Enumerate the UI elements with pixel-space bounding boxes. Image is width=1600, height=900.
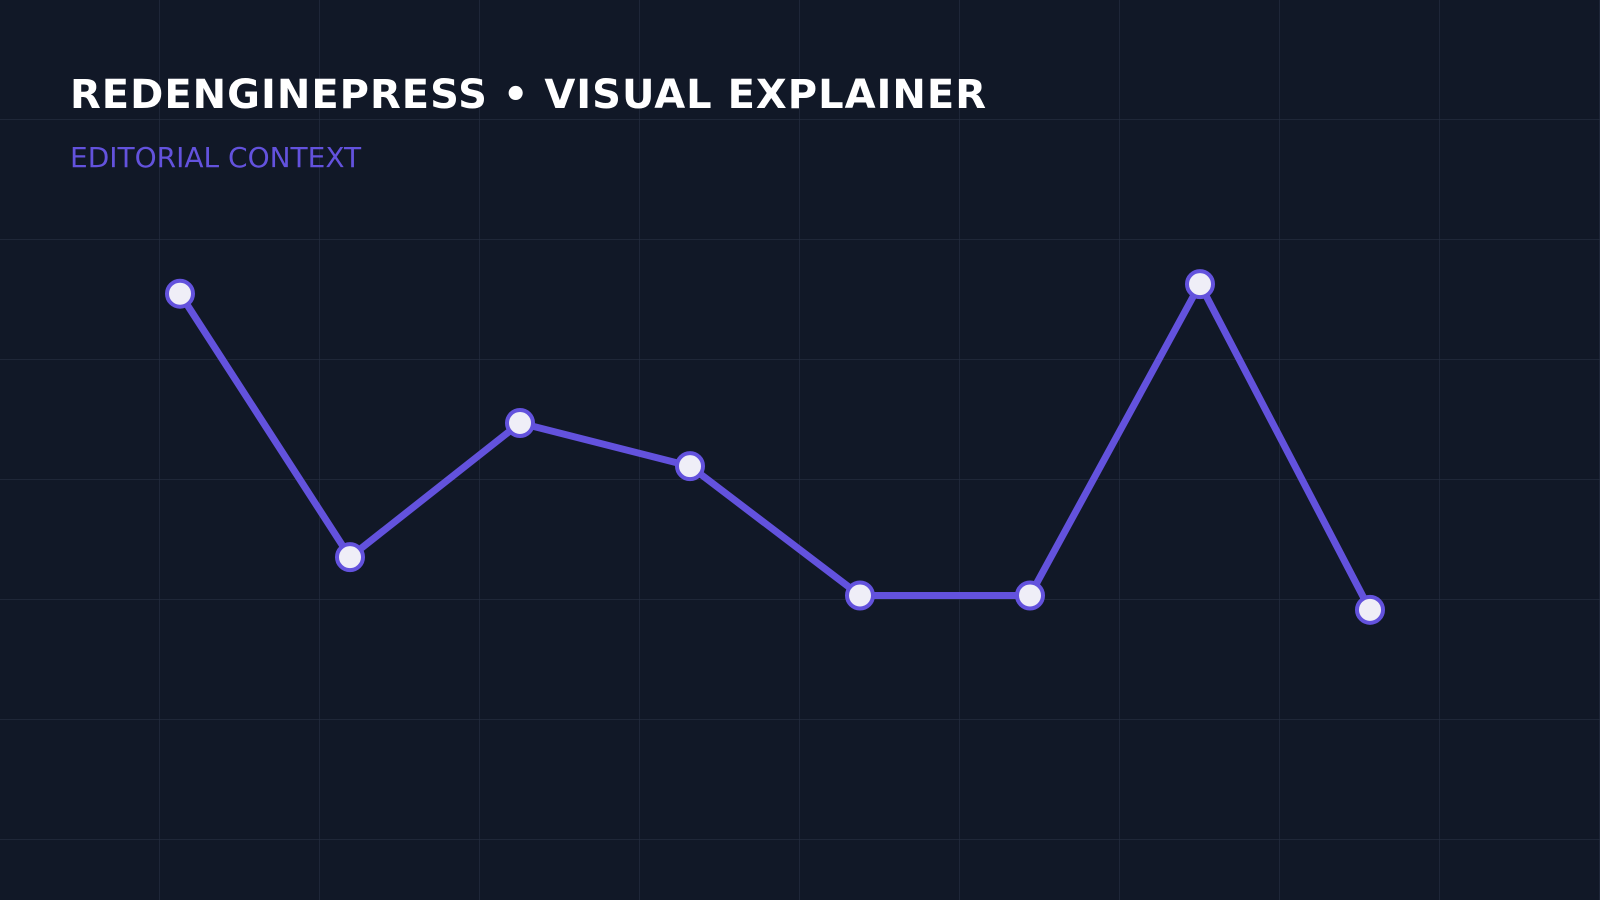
data-point	[675, 451, 705, 482]
data-line	[176, 280, 1374, 614]
data-point	[1355, 594, 1385, 625]
chart-subtitle: EDITORIAL CONTEXT	[70, 141, 362, 174]
data-point	[1185, 269, 1215, 300]
data-point	[505, 408, 535, 439]
chart-title: REDENGINEPRESS • VISUAL EXPLAINER	[70, 72, 987, 118]
data-point	[165, 278, 195, 309]
data-point	[845, 580, 875, 611]
data-point	[1015, 580, 1045, 611]
data-point	[335, 542, 365, 573]
